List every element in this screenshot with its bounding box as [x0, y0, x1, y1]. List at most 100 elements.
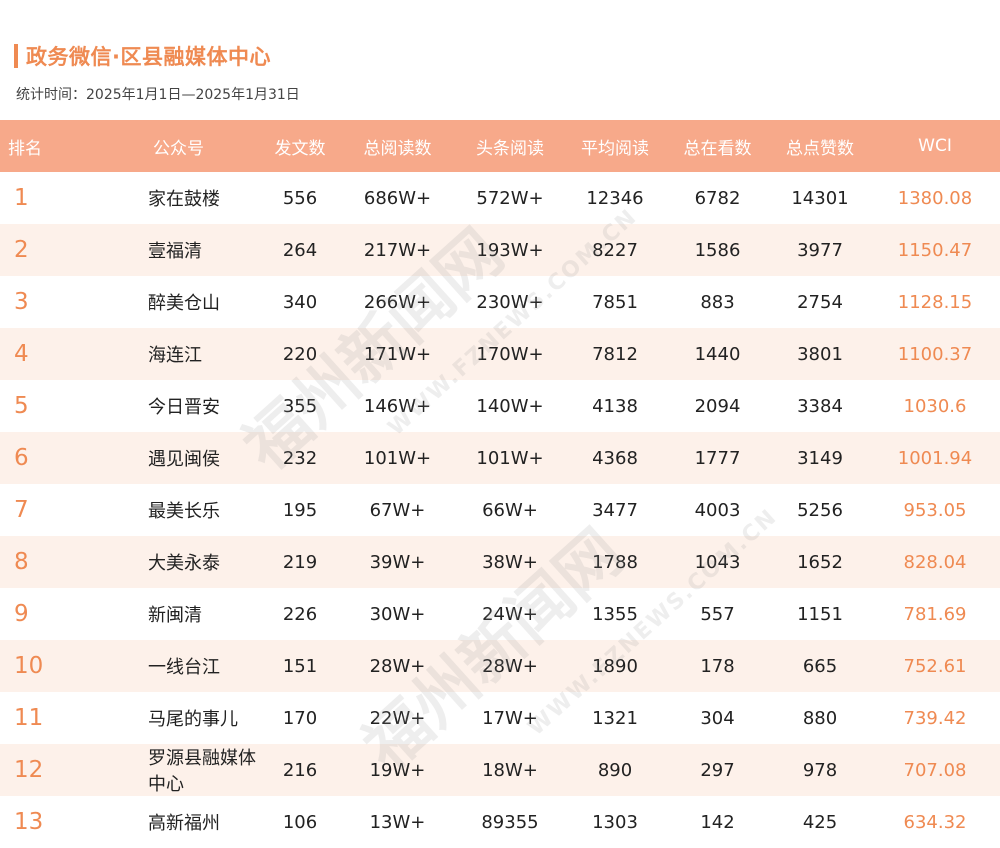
likes-cell: 3384 [797, 395, 843, 417]
total-reads-cell: 101W+ [363, 447, 432, 469]
table-row: 4 海连江 220 171W+ 170W+ 7812 1440 3801 1100.37 [0, 328, 1000, 380]
likes-cell: 3149 [797, 447, 843, 469]
wci-cell: 1380.08 [897, 187, 973, 209]
total-reads-cell: 146W+ [363, 395, 432, 417]
headline-reads-cell: 28W+ [482, 655, 538, 677]
page-title: 政务微信·区县融媒体中心 [26, 45, 271, 69]
rank-cell: 6 [14, 445, 29, 471]
total-reads-cell: 28W+ [369, 655, 426, 677]
total-reads-cell: 13W+ [369, 811, 426, 833]
total-reads-cell: 22W+ [369, 707, 426, 729]
total-reads-cell: 67W+ [369, 499, 426, 521]
headline-reads-cell: 572W+ [476, 187, 544, 209]
rank-cell: 4 [14, 341, 29, 367]
rank-cell: 13 [14, 809, 44, 835]
looking-cell: 1586 [694, 239, 741, 261]
posts-cell: 106 [282, 811, 318, 833]
looking-cell: 1440 [694, 343, 741, 365]
column-header-posts: 发文数 [274, 138, 326, 159]
ranking-table: 排名 公众号 发文数 总阅读数 头条阅读 平均阅读 总在看数 总点赞数 WCI … [0, 120, 1000, 848]
looking-cell: 2094 [694, 395, 741, 417]
avg-reads-cell: 7812 [592, 343, 638, 365]
avg-reads-cell: 4368 [592, 447, 638, 469]
looking-cell: 297 [700, 759, 735, 781]
total-reads-cell: 39W+ [369, 551, 426, 573]
posts-cell: 220 [282, 343, 318, 365]
column-header-likes: 总点赞数 [786, 138, 854, 159]
likes-cell: 425 [802, 811, 838, 833]
looking-cell: 557 [700, 603, 735, 625]
headline-reads-cell: 24W+ [482, 603, 538, 625]
posts-cell: 556 [282, 187, 318, 209]
headline-reads-cell: 18W+ [482, 759, 538, 781]
column-header-wci: WCI [918, 136, 952, 156]
looking-cell: 4003 [694, 499, 741, 521]
headline-reads-cell: 38W+ [482, 551, 538, 573]
title-block: 政务微信·区县融媒体中心 [14, 42, 271, 70]
wci-cell: 739.42 [903, 707, 967, 729]
account-name-cell: 马尾的事儿 [148, 709, 238, 730]
table-row: 6 遇见闽侯 232 101W+ 101W+ 4368 1777 3149 1001.94 [0, 432, 1000, 484]
avg-reads-cell: 1303 [592, 811, 638, 833]
account-name-cell: 海连江 [148, 345, 202, 366]
likes-cell: 2754 [797, 291, 843, 313]
table-row: 12 罗源县融媒体中心 216 19W+ 18W+ 890 297 978 707.08 [0, 744, 1000, 796]
looking-cell: 304 [700, 707, 735, 729]
account-name-cell: 遇见闽侯 [148, 449, 220, 470]
rank-cell: 5 [14, 393, 29, 419]
account-name-cell: 大美永泰 [148, 553, 220, 574]
rank-cell: 8 [14, 549, 29, 575]
account-name-cell: 最美长乐 [148, 501, 220, 522]
avg-reads-cell: 1890 [592, 655, 638, 677]
table-row: 13 高新福州 106 13W+ 89355 1303 142 425 634.32 [0, 796, 1000, 848]
column-header-rank: 排名 [8, 138, 42, 159]
avg-reads-cell: 7851 [592, 291, 638, 313]
looking-cell: 6782 [694, 187, 741, 209]
posts-cell: 226 [282, 603, 318, 625]
posts-cell: 340 [282, 291, 318, 313]
likes-cell: 1652 [797, 551, 843, 573]
table-row: 11 马尾的事儿 170 22W+ 17W+ 1321 304 880 739.42 [0, 692, 1000, 744]
posts-cell: 195 [282, 499, 318, 521]
looking-cell: 142 [700, 811, 735, 833]
total-reads-cell: 30W+ [369, 603, 426, 625]
avg-reads-cell: 3477 [592, 499, 638, 521]
table-row: 3 醉美仓山 340 266W+ 230W+ 7851 883 2754 1128.15 [0, 276, 1000, 328]
likes-cell: 880 [802, 707, 838, 729]
table-row: 5 今日晋安 355 146W+ 140W+ 4138 2094 3384 1030.6 [0, 380, 1000, 432]
posts-cell: 264 [282, 239, 318, 261]
avg-reads-cell: 4138 [592, 395, 638, 417]
avg-reads-cell: 1788 [592, 551, 638, 573]
headline-reads-cell: 17W+ [482, 707, 538, 729]
headline-reads-cell: 193W+ [476, 239, 544, 261]
table-header-row: 排名 公众号 发文数 总阅读数 头条阅读 平均阅读 总在看数 总点赞数 WCI [0, 120, 1000, 172]
rank-cell: 12 [14, 757, 44, 783]
posts-cell: 232 [282, 447, 318, 469]
headline-reads-cell: 140W+ [476, 395, 544, 417]
total-reads-cell: 686W+ [363, 187, 432, 209]
column-header-account: 公众号 [153, 138, 204, 159]
headline-reads-cell: 66W+ [482, 499, 538, 521]
total-reads-cell: 217W+ [363, 239, 432, 261]
avg-reads-cell: 8227 [592, 239, 638, 261]
table-row: 9 新闽清 226 30W+ 24W+ 1355 557 1151 781.69 [0, 588, 1000, 640]
wci-cell: 781.69 [903, 603, 967, 625]
column-header-looking: 总在看数 [683, 138, 752, 159]
avg-reads-cell: 1321 [592, 707, 638, 729]
wci-cell: 1150.47 [897, 239, 973, 261]
wci-cell: 1001.94 [897, 447, 973, 469]
rank-cell: 11 [14, 705, 44, 731]
likes-cell: 978 [802, 759, 838, 781]
headline-reads-cell: 230W+ [476, 291, 544, 313]
wci-cell: 953.05 [903, 499, 967, 521]
table-row: 2 壹福清 264 217W+ 193W+ 8227 1586 3977 1150.47 [0, 224, 1000, 276]
column-header-total-reads: 总阅读数 [363, 138, 432, 159]
headline-reads-cell: 101W+ [476, 447, 544, 469]
table-row: 1 家在鼓楼 556 686W+ 572W+ 12346 6782 14301 1380.08 [0, 172, 1000, 224]
rank-cell: 1 [14, 185, 29, 211]
wci-cell: 1100.37 [897, 343, 973, 365]
account-name-cell: 罗源县融媒体中心 [148, 748, 256, 795]
posts-cell: 170 [282, 707, 318, 729]
avg-reads-cell: 890 [597, 759, 633, 781]
total-reads-cell: 266W+ [363, 291, 432, 313]
